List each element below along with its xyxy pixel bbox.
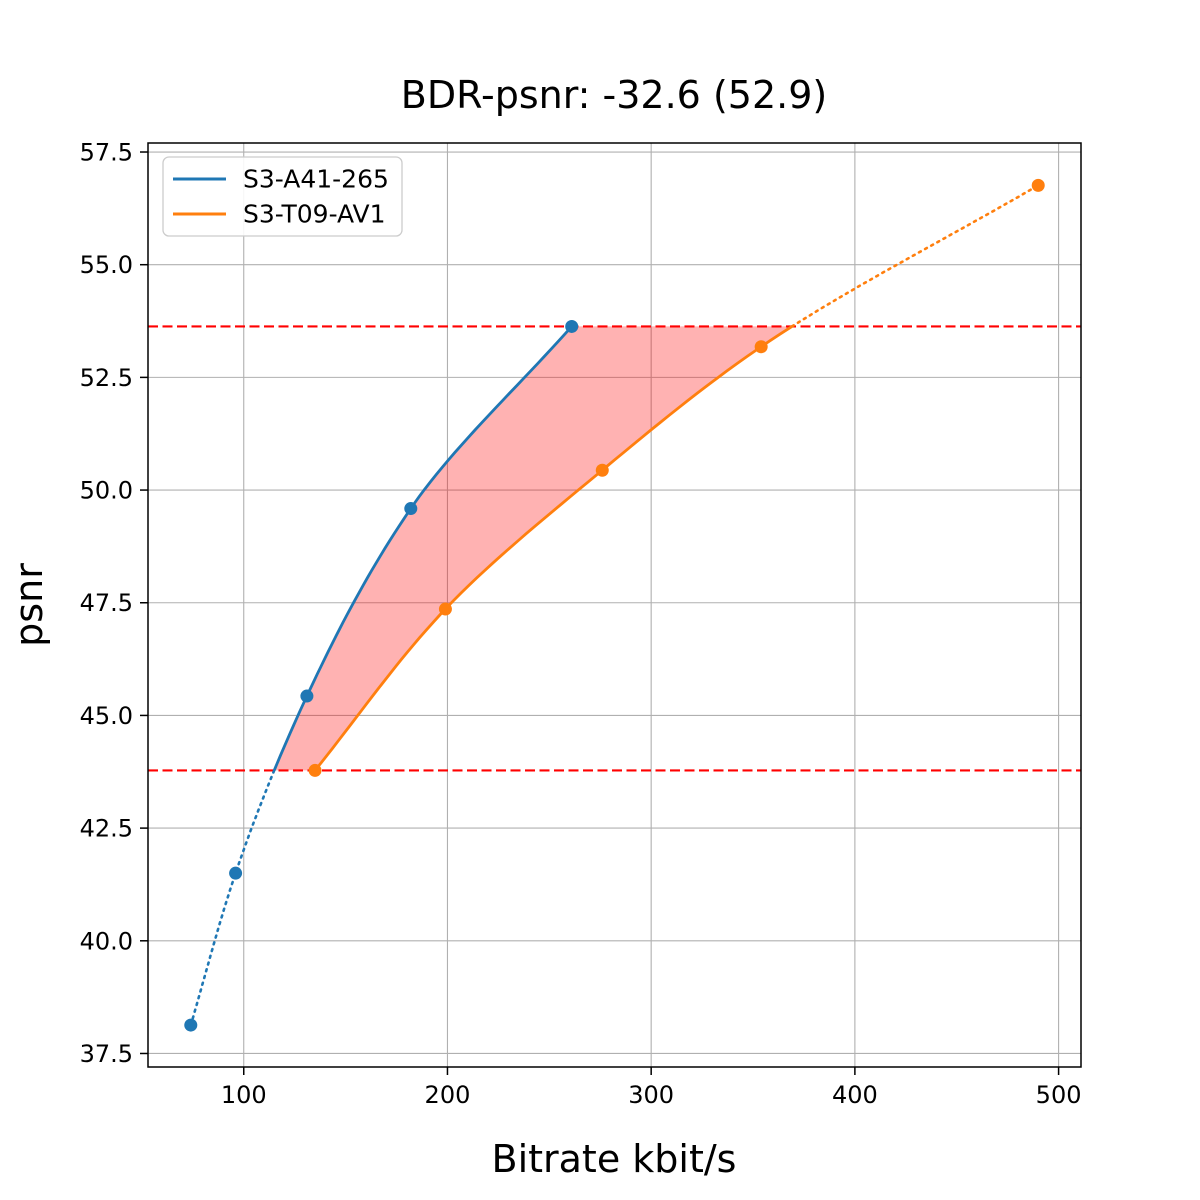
data-point bbox=[300, 689, 314, 703]
plot-area: 100 200 300 400 500 37.5 40.0 42.5 45.0 47.5 50.0 5… bbox=[80, 139, 1082, 1109]
legend-label-S3-A41-265: S3-A41-265 bbox=[243, 165, 389, 194]
series-line-dotted bbox=[790, 184, 1040, 328]
data-point bbox=[565, 319, 579, 333]
x-axis-label: Bitrate kbit/s bbox=[492, 1137, 737, 1181]
legend-label-S3-T09-AV1: S3-T09-AV1 bbox=[243, 200, 386, 229]
legend-frame bbox=[162, 156, 403, 237]
y-tick-label: 45.0 bbox=[80, 702, 133, 730]
chart-title: BDR-psnr: -32.6 (52.9) bbox=[401, 73, 827, 117]
data-point bbox=[438, 602, 452, 616]
x-tick-label: 300 bbox=[628, 1081, 674, 1109]
data-point bbox=[1031, 178, 1045, 192]
bd-overlap-region bbox=[274, 326, 792, 771]
x-tick-label: 400 bbox=[832, 1081, 878, 1109]
series-line-solid bbox=[313, 325, 793, 772]
y-tick-label: 55.0 bbox=[80, 251, 133, 279]
y-tick-label: 37.5 bbox=[80, 1040, 133, 1068]
y-tick-label: 50.0 bbox=[80, 477, 133, 505]
legend: S3-A41-265 S3-T09-AV1 bbox=[162, 156, 403, 237]
plot-border bbox=[147, 142, 1082, 1068]
x-tick-label: 100 bbox=[221, 1081, 267, 1109]
data-point bbox=[754, 340, 768, 354]
y-tick-label: 52.5 bbox=[80, 364, 133, 392]
y-tick-label: 57.5 bbox=[80, 139, 133, 167]
data-point bbox=[308, 763, 322, 777]
y-tick-label: 42.5 bbox=[80, 815, 133, 843]
data-point bbox=[595, 463, 609, 477]
x-tick-label: 200 bbox=[425, 1081, 471, 1109]
series-line-dotted bbox=[189, 769, 276, 1027]
y-tick-label: 40.0 bbox=[80, 927, 133, 955]
y-tick-label: 47.5 bbox=[80, 589, 133, 617]
data-point bbox=[184, 1018, 198, 1032]
y-axis-label: psnr bbox=[7, 563, 51, 647]
data-point bbox=[229, 866, 243, 880]
data-point bbox=[404, 502, 418, 516]
x-tick-label: 500 bbox=[1036, 1081, 1082, 1109]
